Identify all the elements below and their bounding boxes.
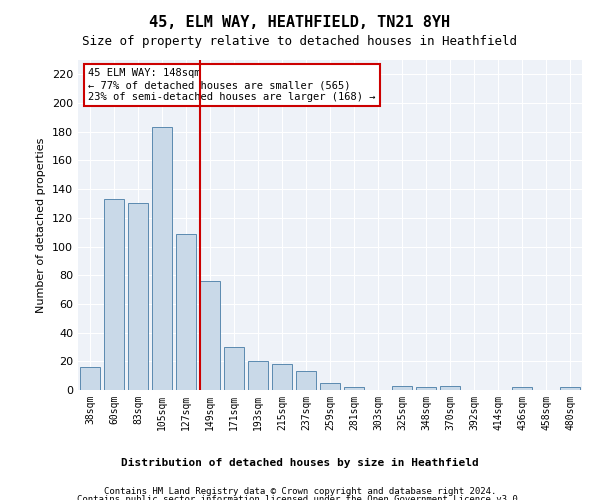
Bar: [248, 362, 268, 390]
Text: Contains public sector information licensed under the Open Government Licence v3: Contains public sector information licen…: [77, 495, 523, 500]
Bar: [128, 204, 148, 390]
Bar: [104, 199, 124, 390]
Text: 45 ELM WAY: 148sqm
← 77% of detached houses are smaller (565)
23% of semi-detach: 45 ELM WAY: 148sqm ← 77% of detached hou…: [88, 68, 376, 102]
Bar: [272, 364, 292, 390]
Text: Contains HM Land Registry data © Crown copyright and database right 2024.: Contains HM Land Registry data © Crown c…: [104, 488, 496, 496]
Bar: [296, 372, 316, 390]
Bar: [152, 128, 172, 390]
Bar: [440, 386, 460, 390]
Bar: [320, 383, 340, 390]
Bar: [200, 281, 220, 390]
Bar: [80, 367, 100, 390]
Bar: [176, 234, 196, 390]
Y-axis label: Number of detached properties: Number of detached properties: [37, 138, 46, 312]
Bar: [344, 387, 364, 390]
Bar: [560, 387, 580, 390]
Bar: [512, 387, 532, 390]
Text: 45, ELM WAY, HEATHFIELD, TN21 8YH: 45, ELM WAY, HEATHFIELD, TN21 8YH: [149, 15, 451, 30]
Text: Distribution of detached houses by size in Heathfield: Distribution of detached houses by size …: [121, 458, 479, 468]
Bar: [392, 386, 412, 390]
Bar: [416, 387, 436, 390]
Text: Size of property relative to detached houses in Heathfield: Size of property relative to detached ho…: [83, 35, 517, 48]
Bar: [224, 347, 244, 390]
